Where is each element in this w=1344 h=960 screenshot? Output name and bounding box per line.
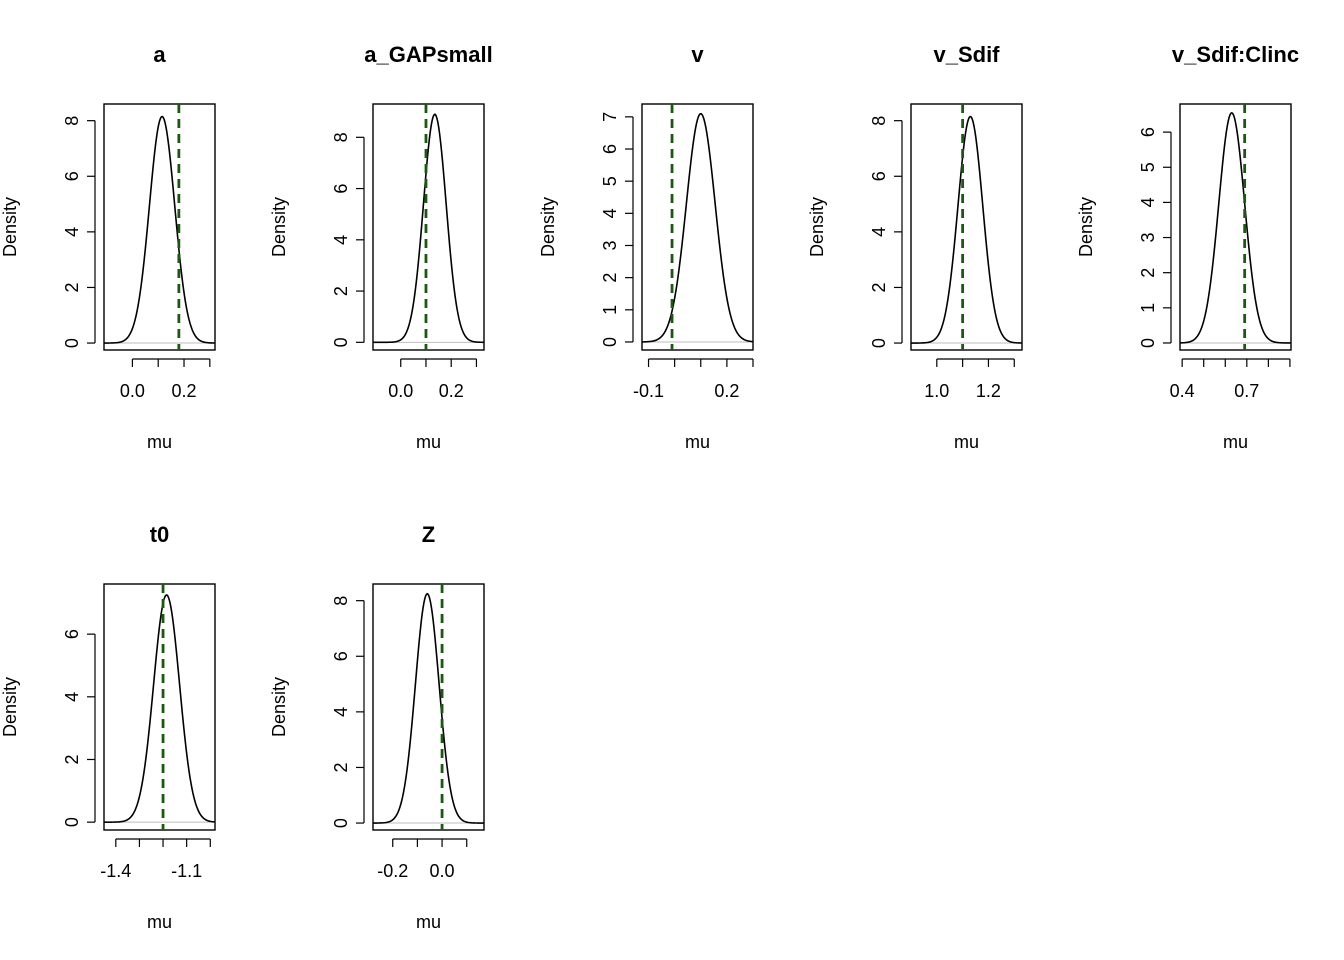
panel-title: Z <box>422 522 435 547</box>
x-tick-label: 0.4 <box>1170 381 1195 401</box>
density-curve <box>104 115 216 344</box>
panel-title: v <box>691 42 704 67</box>
y-axis-label: Density <box>1076 197 1096 257</box>
x-tick-label: 1.0 <box>924 381 949 401</box>
y-tick-label: 6 <box>600 144 620 154</box>
y-tick-label: 2 <box>331 286 351 296</box>
panel-title: a_GAPsmall <box>364 42 492 67</box>
y-tick-label: 2 <box>331 762 351 772</box>
y-axis-label: Density <box>269 677 289 737</box>
y-tick-label: 6 <box>62 629 82 639</box>
y-tick-label: 2 <box>869 282 889 292</box>
y-tick-label: 8 <box>62 116 82 126</box>
y-tick-label: 6 <box>331 651 351 661</box>
y-tick-label: 8 <box>869 116 889 126</box>
y-tick-label: 4 <box>331 707 351 717</box>
x-tick-label: 0.2 <box>439 381 464 401</box>
y-tick-label: 3 <box>1138 233 1158 243</box>
y-axis-label: Density <box>538 197 558 257</box>
y-tick-label: 4 <box>869 227 889 237</box>
y-tick-label: 4 <box>62 227 82 237</box>
plot-frame <box>372 103 485 351</box>
x-tick-label: -0.1 <box>633 381 664 401</box>
x-tick-label: 0.0 <box>388 381 413 401</box>
density-panel: Zmu Density -0.2 0.0 0 2 4 6 8 <box>269 522 485 932</box>
y-tick-label: 5 <box>1138 162 1158 172</box>
plot-frame <box>641 103 754 351</box>
y-axis-label: Density <box>0 677 20 737</box>
plot-frame <box>103 583 216 831</box>
y-tick-label: 0 <box>869 338 889 348</box>
density-panel: v mu Density -0.1 0.2 0 1 2 3 4 5 6 7 <box>538 42 754 452</box>
y-tick-label: 2 <box>600 273 620 283</box>
density-curve <box>641 112 754 343</box>
y-tick-label: 0 <box>331 818 351 828</box>
y-tick-label: 4 <box>331 235 351 245</box>
y-tick-label: 2 <box>1138 268 1158 278</box>
y-tick-label: 8 <box>331 596 351 606</box>
x-tick-label: 0.2 <box>714 381 739 401</box>
y-axis-label: Density <box>0 197 20 257</box>
y-axis-label: Density <box>269 197 289 257</box>
panel-title: t0 <box>150 522 170 547</box>
x-axis-label: mu <box>147 432 172 452</box>
y-tick-label: 0 <box>1138 338 1158 348</box>
y-tick-label: 0 <box>600 337 620 347</box>
y-tick-label: 0 <box>62 817 82 827</box>
x-tick-label: -0.2 <box>377 861 408 881</box>
x-tick-label: 0.0 <box>120 381 145 401</box>
x-tick-label: -1.4 <box>100 861 131 881</box>
y-tick-label: 2 <box>62 282 82 292</box>
x-axis-label: mu <box>147 912 172 932</box>
panel-title: v_Sdif:Clinc <box>1172 42 1299 67</box>
plot-frame <box>910 103 1023 351</box>
y-tick-label: 3 <box>600 240 620 250</box>
x-tick-label: 1.2 <box>976 381 1001 401</box>
y-tick-label: 6 <box>869 171 889 181</box>
density-curve <box>373 113 484 344</box>
panel-title: a <box>153 42 166 67</box>
y-tick-label: 6 <box>62 171 82 181</box>
y-tick-label: 8 <box>331 132 351 142</box>
plot-frame <box>372 583 485 831</box>
x-axis-label: mu <box>1223 432 1248 452</box>
y-tick-label: 1 <box>1138 303 1158 313</box>
x-tick-label: 0.2 <box>172 381 197 401</box>
x-axis-label: mu <box>685 432 710 452</box>
plot-frame <box>1179 103 1292 351</box>
y-tick-label: 4 <box>600 208 620 218</box>
plot-frame <box>103 103 216 351</box>
panel-title: v_Sdif <box>933 42 1000 67</box>
y-tick-label: 4 <box>1138 197 1158 207</box>
y-axis-label: Density <box>807 197 827 257</box>
x-tick-label: 0.7 <box>1234 381 1259 401</box>
y-tick-label: 0 <box>62 338 82 348</box>
y-tick-label: 7 <box>600 112 620 122</box>
x-tick-label: -1.1 <box>171 861 202 881</box>
x-axis-label: mu <box>954 432 979 452</box>
y-tick-label: 0 <box>331 337 351 347</box>
density-curve <box>1179 111 1292 344</box>
density-panel: a mu Density 0.0 0.2 0 2 4 6 8 <box>0 42 216 452</box>
density-curve <box>373 592 484 824</box>
x-axis-label: mu <box>416 432 441 452</box>
density-curve <box>104 594 216 823</box>
y-tick-label: 4 <box>62 692 82 702</box>
y-tick-label: 1 <box>600 305 620 315</box>
density-panel: t0 mu Density -1.4 -1.1 0 2 4 6 <box>0 522 216 932</box>
y-tick-label: 2 <box>62 754 82 764</box>
y-tick-label: 6 <box>331 184 351 194</box>
x-tick-label: 0.0 <box>430 861 455 881</box>
y-tick-label: 6 <box>1138 127 1158 137</box>
x-axis-label: mu <box>416 912 441 932</box>
y-tick-label: 5 <box>600 176 620 186</box>
density-curve <box>911 115 1023 344</box>
